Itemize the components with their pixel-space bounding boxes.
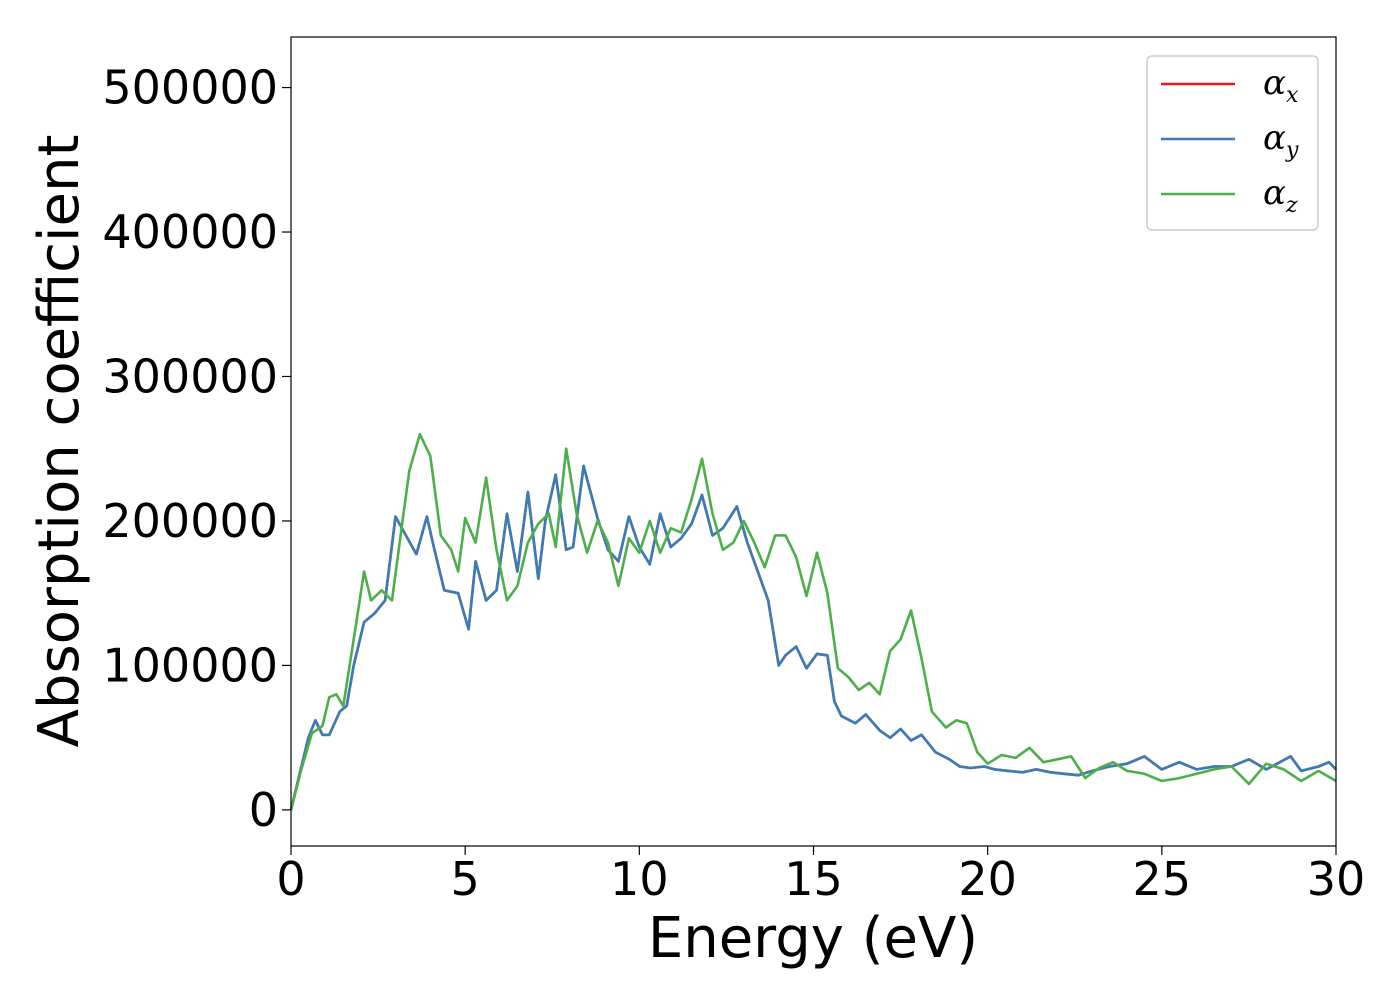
x-tick-label: 5 xyxy=(451,852,480,906)
y-tick-label: 200000 xyxy=(102,494,278,548)
legend-label-y: αy xyxy=(1263,118,1299,163)
y-axis-title: Absorption coefficient xyxy=(27,135,92,748)
y-axis: 0 100000 200000 300000 400000 500000 xyxy=(102,61,291,837)
legend-label-z: αz xyxy=(1263,173,1298,218)
series-layer xyxy=(289,433,1337,811)
y-tick-label: 500000 xyxy=(102,61,278,115)
x-tick-label: 10 xyxy=(610,852,669,906)
x-tick-label: 20 xyxy=(958,852,1017,906)
legend-label-x: αx xyxy=(1263,63,1299,108)
series-line-z xyxy=(289,433,1337,811)
y-tick-label: 400000 xyxy=(102,205,278,259)
x-tick-label: 15 xyxy=(784,852,843,906)
x-tick-label: 30 xyxy=(1307,852,1366,906)
x-axis: 0 5 10 15 20 25 30 xyxy=(276,846,1365,906)
x-tick-label: 0 xyxy=(276,852,305,906)
x-axis-title: Energy (eV) xyxy=(648,906,978,971)
y-tick-label: 0 xyxy=(249,783,278,837)
y-tick-label: 300000 xyxy=(102,349,278,403)
y-tick-label: 100000 xyxy=(102,638,278,692)
legend-frame xyxy=(1146,55,1319,231)
x-tick-label: 25 xyxy=(1133,852,1192,906)
legend: αx αy αz xyxy=(1146,55,1319,231)
